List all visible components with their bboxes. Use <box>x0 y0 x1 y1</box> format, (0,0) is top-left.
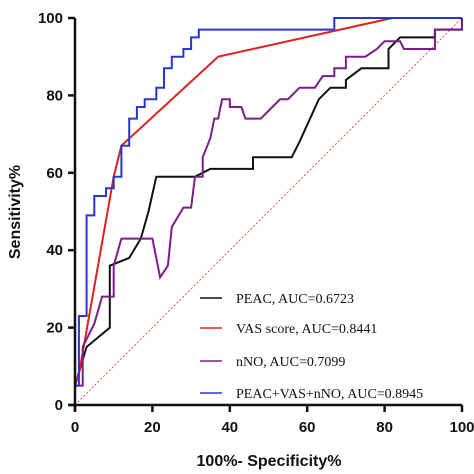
series-line-2 <box>74 18 463 405</box>
legend-label-2: nNO, AUC=0.7099 <box>236 355 345 370</box>
x-tick-label: 20 <box>144 419 161 436</box>
series-line-3 <box>74 17 462 405</box>
axes <box>68 16 464 412</box>
x-tick-label: 40 <box>221 419 238 436</box>
legend-label-0: PEAC, AUC=0.6723 <box>236 292 354 307</box>
x-tick-label: 0 <box>71 419 79 436</box>
y-tick-label: 40 <box>46 242 63 259</box>
y-tick-label: 60 <box>46 165 63 182</box>
legend: PEAC, AUC=0.6723 VAS score, AUC=0.8441 nNO… <box>200 292 423 402</box>
legend-label-3: PEAC+VAS+nNO, AUC=0.8945 <box>236 387 423 402</box>
reference-diagonal-layer <box>74 17 463 406</box>
y-tick-label: 80 <box>46 87 63 104</box>
y-tick-label: 20 <box>46 320 63 337</box>
y-tick-label: 100 <box>38 10 63 27</box>
legend-label-1: VAS score, AUC=0.8441 <box>236 322 377 337</box>
x-tick-label: 100 <box>449 419 474 436</box>
tick-labels: 0 20 40 60 80 100 0 20 40 60 80 100 <box>38 10 474 436</box>
x-tick-label: 60 <box>299 419 316 436</box>
y-tick-label: 0 <box>55 397 63 414</box>
x-tick-label: 80 <box>376 419 393 436</box>
y-axis-title: Sensitivity% <box>7 165 24 259</box>
reference-diagonal-line <box>74 17 463 406</box>
x-axis-title: 100%- Specificity% <box>197 453 342 470</box>
